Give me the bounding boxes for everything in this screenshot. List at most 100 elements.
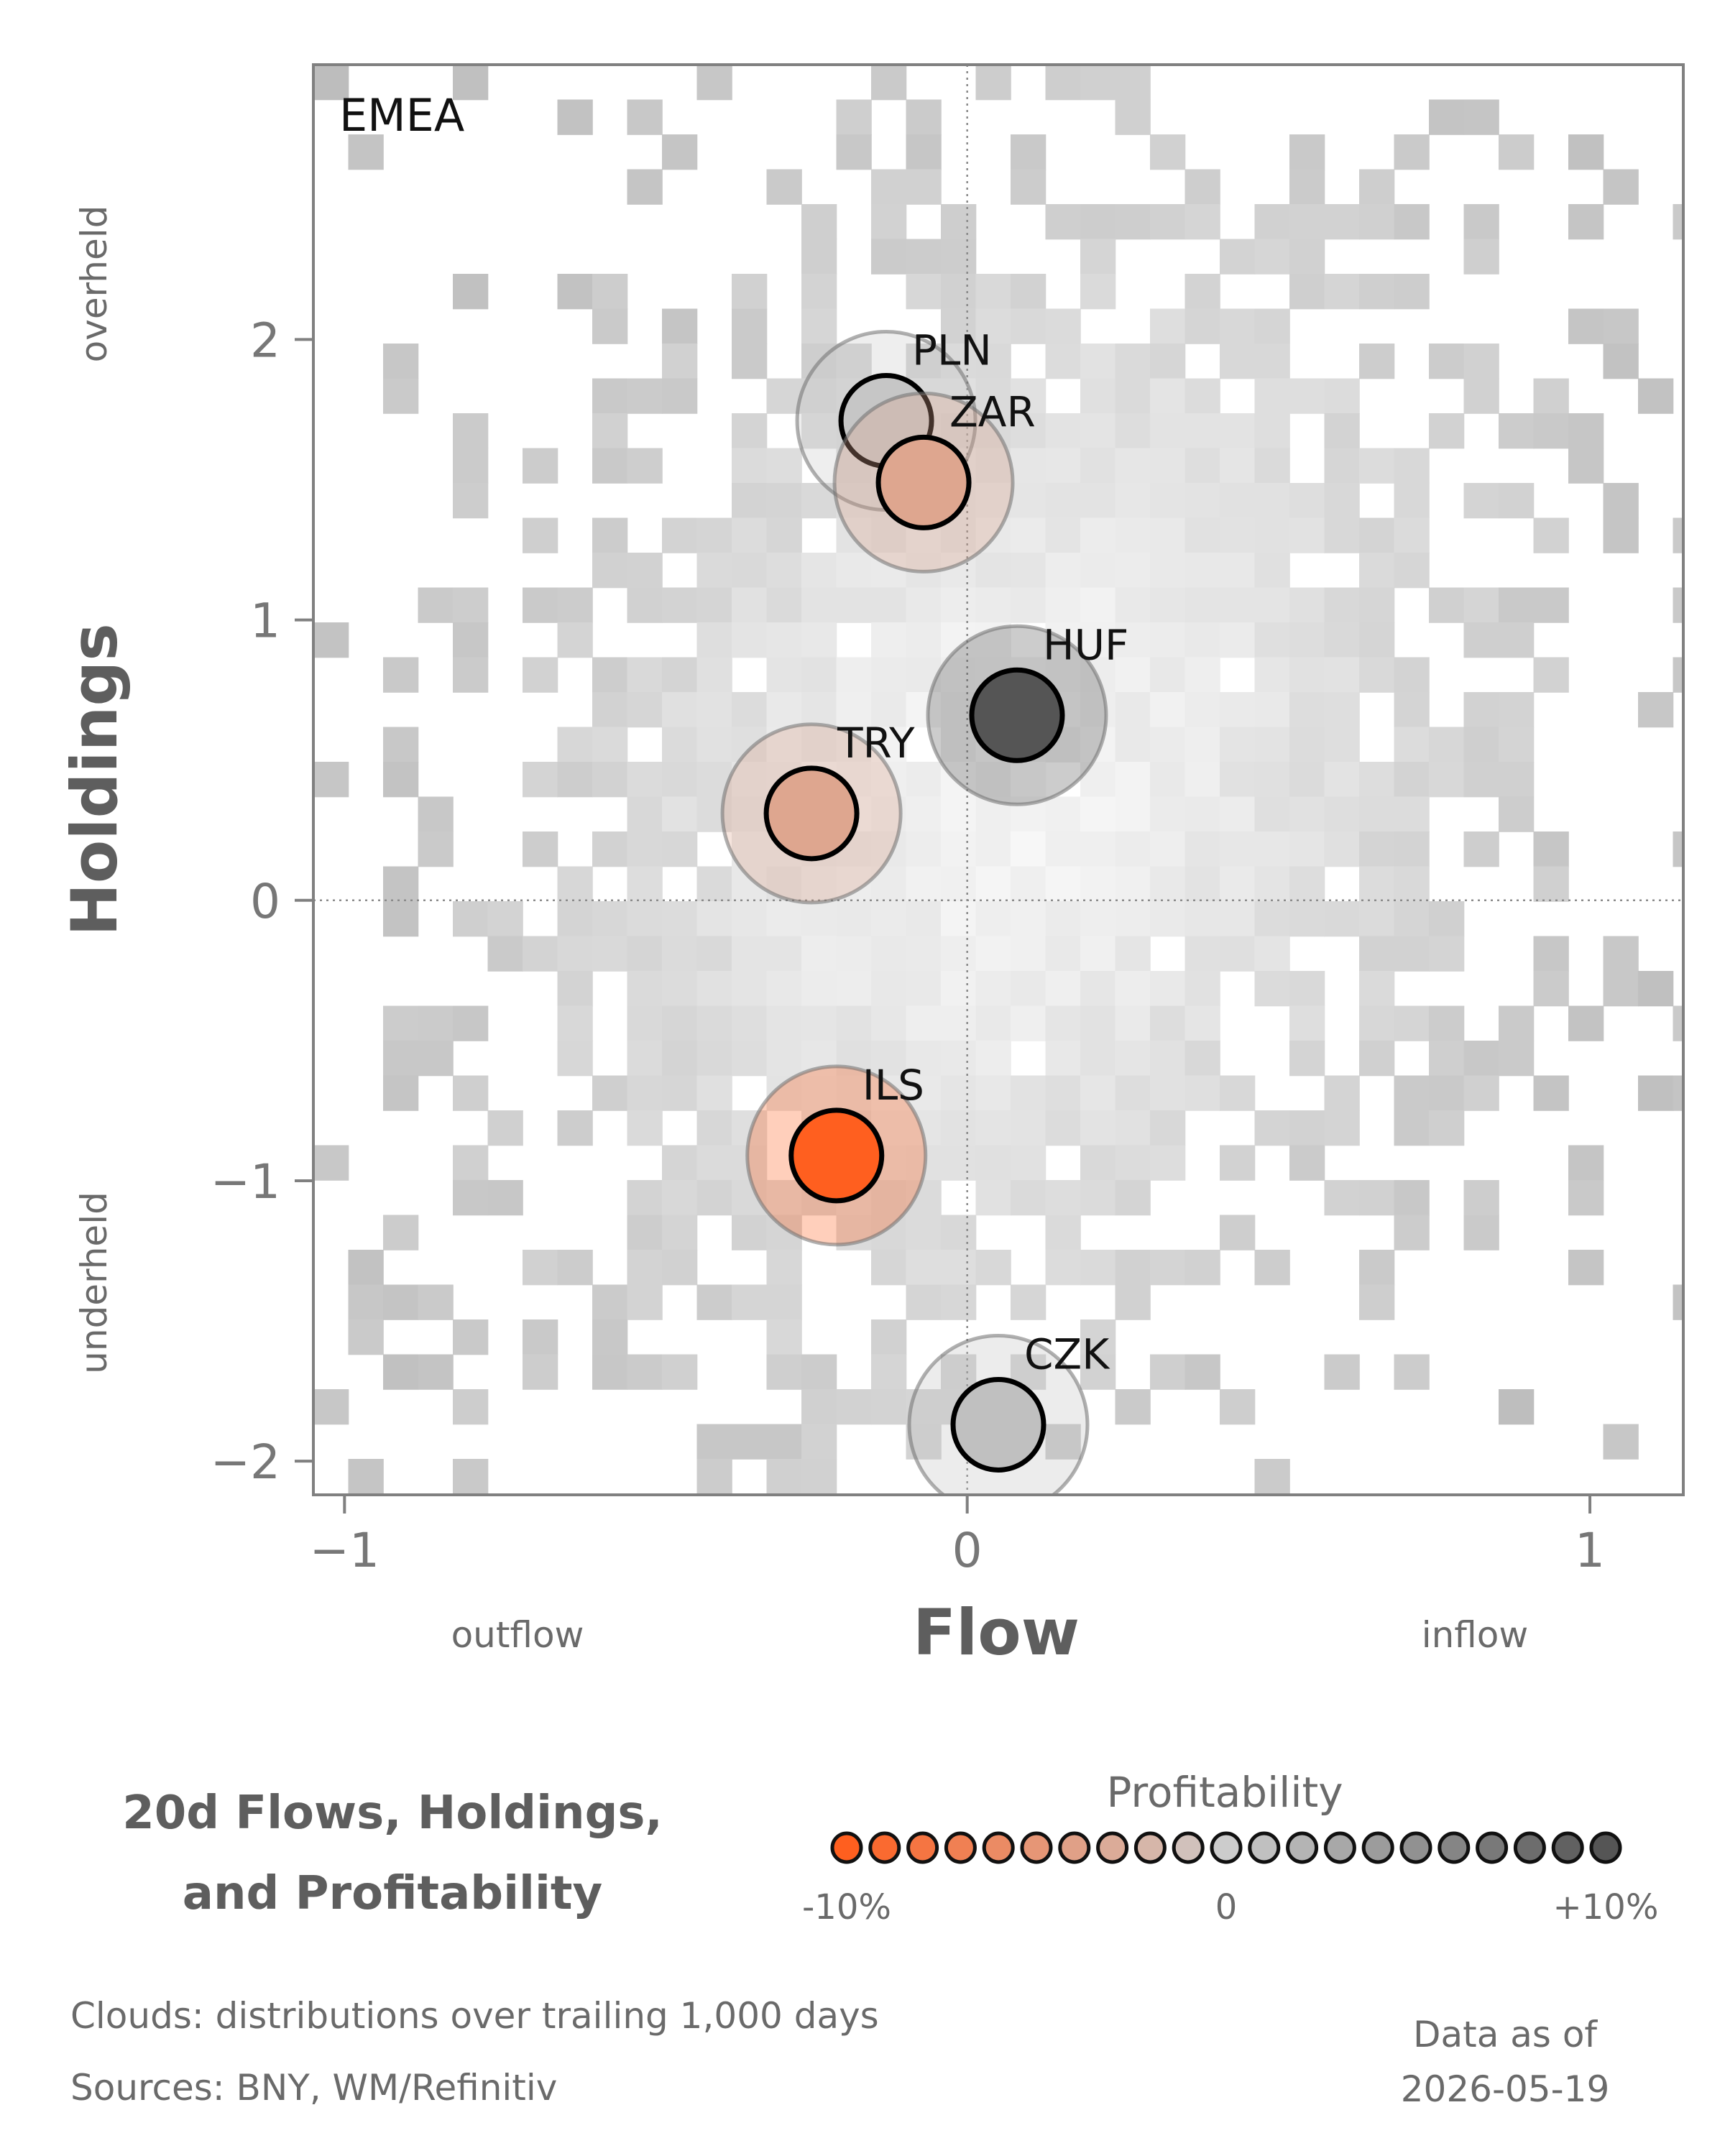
cloud-cell (1220, 413, 1256, 449)
cloud-cell (1533, 831, 1569, 867)
cloud-cell (1220, 692, 1256, 728)
cloud-cell (1184, 971, 1220, 1007)
cloud-cell (1324, 1075, 1360, 1111)
cloud-cell (1080, 204, 1116, 240)
cloud-cell (627, 831, 663, 867)
cloud-cell (662, 378, 698, 414)
cloud-cell (627, 692, 663, 728)
cloud-cell (1254, 587, 1290, 623)
cloud-cell (1115, 796, 1151, 832)
cloud-cell (732, 1041, 768, 1077)
cloud-cell (696, 1145, 732, 1181)
cloud-cell (1394, 1215, 1430, 1250)
cloud-cell (1289, 169, 1325, 205)
cloud-cell (941, 1145, 977, 1181)
cloud-cell (592, 413, 628, 449)
cloud-cell (975, 936, 1011, 972)
cloud-cell (1220, 831, 1256, 867)
cloud-cell (557, 99, 593, 135)
cloud-cell (1499, 1493, 1535, 1495)
cloud-cell (1080, 1319, 1116, 1355)
cloud-cell (906, 1215, 942, 1250)
cloud-cell (1254, 657, 1290, 693)
cloud-cell (557, 762, 593, 798)
cloud-cell (1150, 483, 1186, 519)
cloud-cell (1184, 727, 1220, 763)
cloud-cell (592, 831, 628, 867)
cloud-cell (1045, 413, 1081, 449)
cloud-cell (1220, 587, 1256, 623)
y-tick-label: 0 (250, 874, 280, 929)
cloud-cell (1254, 831, 1290, 867)
cloud-cell (1289, 901, 1325, 937)
cloud-cell (975, 483, 1011, 519)
cloud-cell (383, 1354, 419, 1390)
cloud-cell (1220, 1493, 1256, 1495)
cloud-cell (592, 692, 628, 728)
cloud-cell (836, 657, 872, 693)
cloud-cell (1045, 1075, 1081, 1111)
cloud-cell (1359, 971, 1395, 1007)
cloud-cell (1150, 1005, 1186, 1041)
cloud-cell (1184, 483, 1220, 519)
cloud-cell (627, 971, 663, 1007)
cloud-cell (523, 936, 558, 972)
cloud-cell (1115, 517, 1151, 553)
cloud-cell (1568, 204, 1604, 240)
cloud-cell (662, 1180, 698, 1216)
cloud-cell (1394, 727, 1430, 763)
point-marker (950, 1376, 1046, 1473)
point-marker (969, 667, 1065, 763)
cloud-cell (383, 1005, 419, 1041)
cloud-cell (1324, 796, 1360, 832)
cloud-cell (523, 448, 558, 484)
cloud-cell (1324, 413, 1360, 449)
cloud-cell (975, 1075, 1011, 1111)
cloud-cell (1115, 1493, 1151, 1495)
cloud-cell (1011, 762, 1046, 798)
cloud-cell (453, 1389, 489, 1425)
cloud-cell (871, 901, 907, 937)
cloud-cell (1499, 413, 1535, 449)
cloud-cell (1359, 344, 1395, 379)
cloud-cell (1673, 587, 1683, 623)
cloud-cell (383, 657, 419, 693)
cloud-cell (801, 657, 837, 693)
cloud-cell (1603, 1424, 1639, 1460)
cloud-cell (453, 448, 489, 484)
cloud-cell (1673, 204, 1683, 240)
cloud-cell (871, 1005, 907, 1041)
cloud-cell (766, 517, 802, 553)
cloud-cell (1394, 274, 1430, 310)
cloud-cell (1499, 1389, 1535, 1425)
cloud-cell (1220, 308, 1256, 344)
cloud-cell (1045, 587, 1081, 623)
cloud-cell (801, 727, 837, 763)
cloud-cell (941, 308, 977, 344)
cloud-cell (1429, 344, 1465, 379)
cloud-cell (1394, 134, 1430, 170)
point-label: ZAR (949, 387, 1036, 436)
cloud-cell (766, 1005, 802, 1041)
cloud-cell (1638, 692, 1674, 728)
cloud-cell (1080, 692, 1116, 728)
cloud-cell (1394, 1180, 1430, 1216)
cloud-cell (662, 1215, 698, 1250)
cloud-cell (1324, 448, 1360, 484)
cloud-cell (801, 587, 837, 623)
cloud-cell (1080, 517, 1116, 553)
cloud-cell (592, 762, 628, 798)
cloud-cell (732, 308, 768, 344)
cloud-cell (1499, 727, 1535, 763)
cloud-cell (975, 308, 1011, 344)
cloud-cell (1463, 1075, 1499, 1111)
legend-title: Profitability (1106, 1768, 1343, 1817)
cloud-cell (1254, 483, 1290, 519)
cloud-cell (766, 936, 802, 972)
cloud-cell (836, 1389, 872, 1425)
cloud-cell (1603, 936, 1639, 972)
cloud-cell (1324, 657, 1360, 693)
cloud-cell (1220, 239, 1256, 275)
point-zar: ZAR (832, 387, 1036, 573)
cloud-cell (732, 936, 768, 972)
